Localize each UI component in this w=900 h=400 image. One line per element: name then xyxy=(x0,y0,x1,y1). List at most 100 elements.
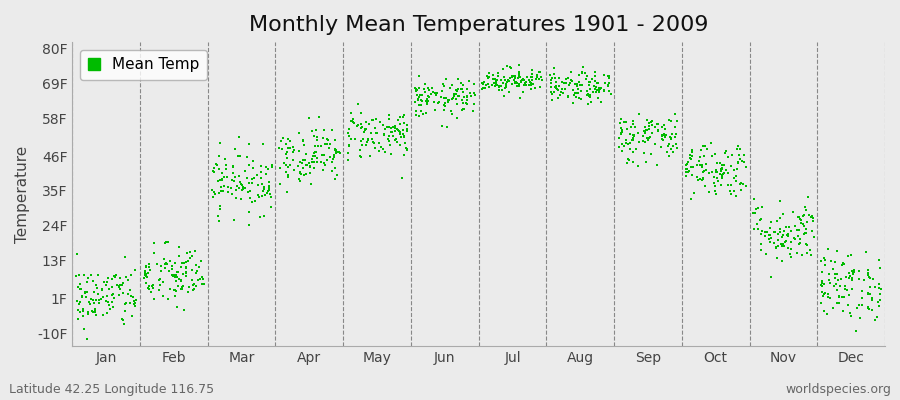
Point xyxy=(139,270,153,277)
Point xyxy=(576,64,590,71)
Point xyxy=(631,130,645,136)
Point xyxy=(575,70,590,76)
Point xyxy=(205,194,220,200)
Point xyxy=(377,126,392,132)
Point xyxy=(431,98,446,105)
Point xyxy=(344,136,358,142)
Point xyxy=(762,232,777,238)
Point xyxy=(400,147,414,153)
Point xyxy=(166,272,181,278)
Point xyxy=(716,170,730,177)
Point xyxy=(70,306,85,313)
Point xyxy=(842,274,856,281)
Point xyxy=(368,145,382,152)
Point xyxy=(262,183,276,190)
Point xyxy=(106,273,121,279)
Point xyxy=(419,101,434,108)
Point xyxy=(580,92,595,98)
Point xyxy=(92,300,106,306)
Point xyxy=(727,167,742,173)
Point xyxy=(213,202,228,209)
Point xyxy=(790,227,805,233)
Point xyxy=(632,139,646,146)
Point xyxy=(153,276,167,282)
Point xyxy=(418,80,433,87)
Point xyxy=(602,75,616,82)
Point xyxy=(559,79,573,86)
Point xyxy=(778,238,793,244)
Point xyxy=(817,307,832,314)
Point xyxy=(238,185,253,191)
Point xyxy=(137,275,151,281)
Point xyxy=(534,73,548,80)
Point xyxy=(663,117,678,124)
Point xyxy=(862,274,877,280)
Point xyxy=(502,75,517,82)
Point xyxy=(283,138,297,144)
Point xyxy=(364,116,379,123)
Point xyxy=(187,281,202,287)
Point xyxy=(779,232,794,238)
Point xyxy=(421,98,436,104)
Point xyxy=(569,94,583,100)
Point xyxy=(205,187,220,193)
Point xyxy=(748,210,762,216)
Point xyxy=(594,99,608,105)
Point xyxy=(105,304,120,311)
Point xyxy=(616,148,630,154)
Point xyxy=(328,164,342,171)
Point xyxy=(535,77,549,83)
Point xyxy=(834,294,849,300)
Point xyxy=(547,89,562,96)
Point xyxy=(857,277,871,283)
Point xyxy=(207,165,221,171)
Point xyxy=(622,157,636,164)
Point xyxy=(521,82,535,88)
Point xyxy=(680,168,695,175)
Point xyxy=(454,86,468,92)
Point xyxy=(828,258,842,265)
Point xyxy=(691,158,706,164)
Point xyxy=(345,118,359,125)
Point xyxy=(168,288,183,294)
Point xyxy=(292,176,307,182)
Point xyxy=(626,136,641,143)
Point xyxy=(658,126,672,132)
Point xyxy=(510,83,525,90)
Point xyxy=(737,152,751,158)
Point xyxy=(422,94,436,100)
Point xyxy=(412,102,427,108)
Point xyxy=(723,188,737,194)
Point xyxy=(700,146,715,152)
Point xyxy=(415,98,429,104)
Point xyxy=(73,286,87,293)
Point xyxy=(392,117,406,124)
Point xyxy=(734,187,748,194)
Point xyxy=(490,76,504,83)
Point xyxy=(142,283,157,290)
Point xyxy=(481,74,495,81)
Point xyxy=(446,95,460,102)
Point xyxy=(250,172,265,178)
Point xyxy=(718,150,733,156)
Point xyxy=(317,152,331,158)
Point xyxy=(291,162,305,169)
Point xyxy=(374,144,389,150)
Point xyxy=(159,261,174,267)
Point xyxy=(412,73,427,80)
Point xyxy=(481,81,495,88)
Point xyxy=(574,96,589,102)
Point xyxy=(730,160,744,166)
Point xyxy=(564,77,579,83)
Point xyxy=(240,154,255,160)
Point xyxy=(163,286,177,293)
Point xyxy=(437,102,452,109)
Point xyxy=(794,216,808,223)
Point xyxy=(400,146,414,153)
Point xyxy=(228,146,242,152)
Point xyxy=(378,149,392,156)
Point xyxy=(775,242,789,249)
Point xyxy=(832,299,846,306)
Point xyxy=(146,282,160,288)
Point xyxy=(571,80,585,87)
